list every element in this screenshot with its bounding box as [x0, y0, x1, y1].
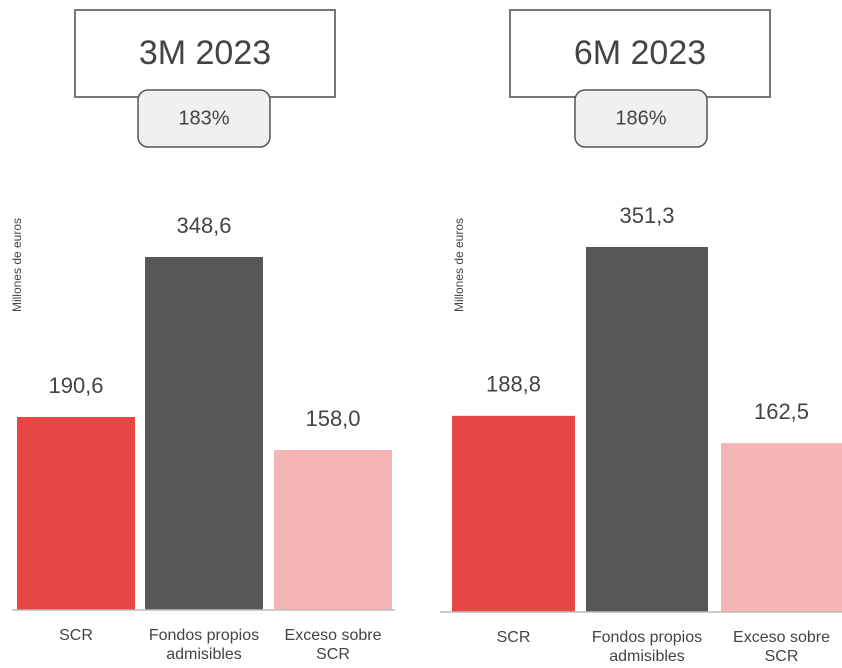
ratio-label: 186%: [615, 107, 666, 129]
value-label: 351,3: [619, 203, 674, 228]
bar: [17, 416, 135, 610]
value-label: 348,6: [176, 213, 231, 238]
chart-title: 3M 2023: [139, 34, 271, 72]
value-label: 190,6: [48, 373, 103, 398]
category-label: SCR: [496, 629, 531, 646]
bar: [452, 415, 575, 612]
title-box: [74, 9, 336, 98]
ratio-badge: [137, 89, 271, 148]
chart-title: 6M 2023: [574, 34, 706, 72]
y-axis-label: Millones de euros: [452, 218, 466, 312]
value-label: 188,8: [486, 372, 541, 397]
bar: [145, 257, 263, 610]
category-label: Fondos propios admisibles: [591, 629, 703, 665]
category-label: Exceso sobre SCR: [733, 629, 830, 665]
bar: [274, 450, 392, 610]
category-label: SCR: [59, 627, 93, 644]
ratio-label: 183%: [178, 107, 229, 129]
bar: [721, 443, 842, 612]
category-label: Exceso sobre SCR: [284, 627, 382, 663]
value-label: 158,0: [305, 406, 360, 431]
bar: [586, 247, 708, 612]
category-label: Fondos propios admisibles: [148, 627, 260, 663]
y-axis-label: Millones de euros: [10, 218, 24, 312]
value-label: 162,5: [754, 399, 809, 424]
ratio-badge: [574, 89, 708, 148]
